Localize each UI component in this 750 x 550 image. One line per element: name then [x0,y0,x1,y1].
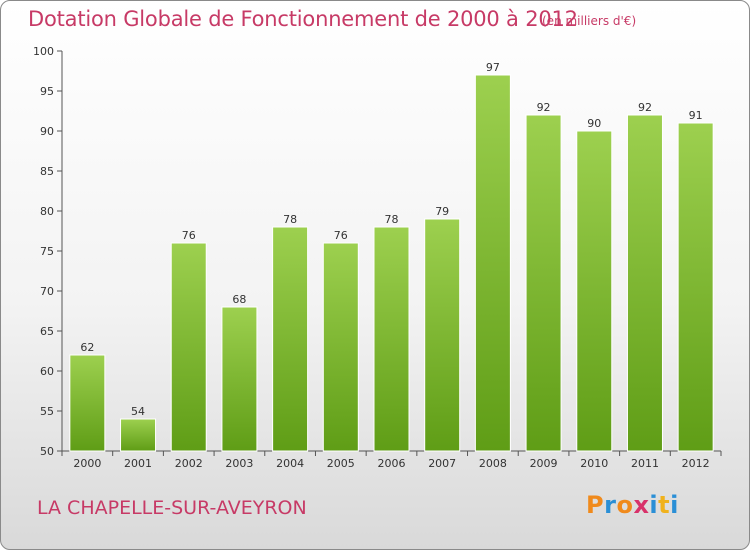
y-tick-label: 75 [40,245,54,258]
bar-value-label: 92 [638,101,652,114]
y-tick-label: 55 [40,405,54,418]
bars [69,74,714,452]
bar [525,114,562,452]
bar-value-label: 91 [689,109,703,122]
y-tick-label: 80 [40,205,54,218]
bar-value-label: 78 [283,213,297,226]
y-tick-label: 65 [40,325,54,338]
bar [170,242,207,452]
x-tick-label: 2012 [682,457,710,470]
bar [120,418,157,452]
chart-title: Dotation Globale de Fonctionnement de 20… [28,7,578,31]
x-tick-label: 2000 [73,457,101,470]
proxiti-logo[interactable]: Proxiti [586,491,679,519]
bar-value-label: 79 [435,205,449,218]
x-tick-label: 2011 [631,457,659,470]
bar [221,306,258,452]
logo-letter: P [586,491,605,519]
chart-subtitle: (en milliers d'€) [542,14,637,28]
logo-letter: t [658,491,671,519]
bar-value-label: 54 [131,405,145,418]
bar [373,226,410,452]
bar-value-label: 92 [537,101,551,114]
x-tick-label: 2001 [124,457,152,470]
commune-name: LA CHAPELLE-SUR-AVEYRON [37,497,307,519]
bar [576,130,613,452]
y-tick-label: 95 [40,85,54,98]
x-tick-label: 2010 [580,457,608,470]
y-tick-label: 50 [40,445,54,458]
x-tick-label: 2009 [530,457,558,470]
logo-letter: i [670,491,679,519]
y-tick-label: 90 [40,125,54,138]
bar [626,114,663,452]
bar [677,122,714,452]
y-tick-label: 85 [40,165,54,178]
y-tick-label: 70 [40,285,54,298]
x-tick-label: 2004 [276,457,304,470]
x-tick-label: 2008 [479,457,507,470]
x-tick-label: 2002 [175,457,203,470]
bar [69,354,106,452]
bar-value-label: 78 [385,213,399,226]
axes: 50 55 60 65 70 75 80 85 90 95 100 2000 2001 2002 2003 2… [33,45,722,470]
y-tick-label: 60 [40,365,54,378]
x-tick-label: 2005 [327,457,355,470]
bar [474,74,511,452]
bar [322,242,359,452]
logo-letter: o [616,491,634,519]
bar-value-label: 76 [334,229,348,242]
bar-value-label: 90 [587,117,601,130]
logo-letter: x [633,491,650,519]
x-tick-label: 2006 [378,457,406,470]
bar [424,218,461,452]
x-tick-label: 2007 [428,457,456,470]
bar-value-label: 97 [486,61,500,74]
logo-letter: i [649,491,659,519]
x-tick-label: 2003 [225,457,253,470]
data-labels: 62 54 76 68 78 76 78 79 97 92 90 92 91 [80,61,702,418]
bar-value-label: 68 [232,293,246,306]
bar-value-label: 62 [80,341,94,354]
logo-letter: r [604,491,617,519]
bar-value-label: 76 [182,229,196,242]
y-tick-label: 100 [33,45,54,58]
bar [272,226,309,452]
